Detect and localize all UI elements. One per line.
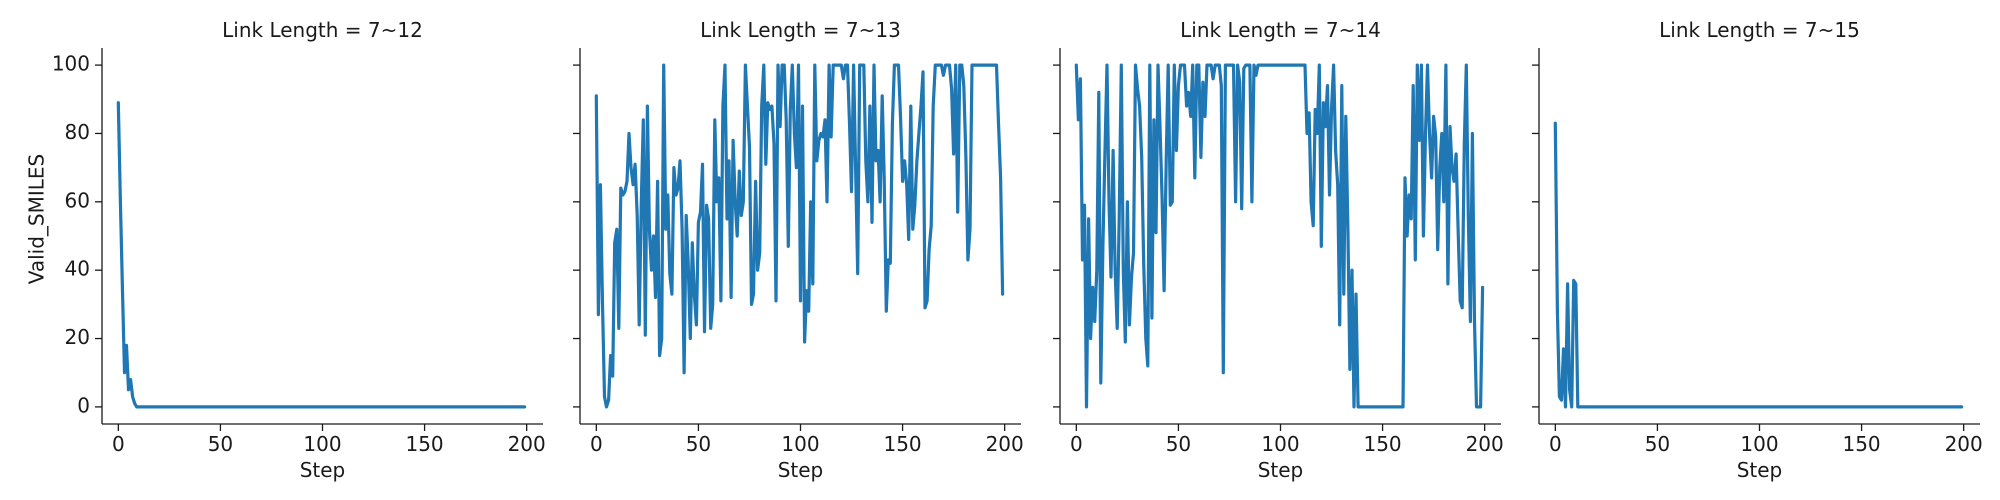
series-line: [116, 101, 527, 409]
x-tick-label: 0: [590, 432, 603, 456]
panel-title: Link Length = 7~14: [1180, 18, 1381, 42]
x-tick-label: 0: [1070, 432, 1083, 456]
x-axis-label: Step: [300, 458, 346, 482]
x-axis-label: Step: [1258, 458, 1304, 482]
series-line: [1074, 63, 1485, 409]
x-tick-label: 50: [208, 432, 233, 456]
y-tick-label: 100: [52, 52, 90, 76]
panel-title: Link Length = 7~12: [222, 18, 423, 42]
panels: Link Length = 7~12 0 20 40 60 80 100 0 50 100 150 2…: [52, 18, 1983, 482]
x-tick-label: 100: [303, 432, 341, 456]
series-line: [594, 63, 1005, 409]
y-tick-label: 40: [65, 257, 90, 281]
x-tick-label: 100: [1261, 432, 1299, 456]
x-axis-label: Step: [778, 458, 824, 482]
x-tick-label: 100: [781, 432, 819, 456]
panel-1: Link Length = 7~12 0 20 40 60 80 100 0 50 100 150 2…: [52, 18, 546, 482]
x-tick-label: 200: [1466, 432, 1504, 456]
panel-4: Link Length = 7~15 0 50 100 150 200 Step: [1532, 18, 1983, 482]
y-tick-label: 20: [65, 325, 90, 349]
series-line: [1553, 121, 1964, 409]
x-tick-label: 200: [986, 432, 1024, 456]
x-tick-label: 200: [1945, 432, 1983, 456]
x-tick-label: 150: [883, 432, 921, 456]
x-tick-label: 200: [508, 432, 546, 456]
x-tick-label: 150: [405, 432, 443, 456]
panel-3: Link Length = 7~14 0 50 100 150 200 Step: [1053, 18, 1504, 482]
x-axis-label: Step: [1737, 458, 1783, 482]
x-tick-label: 50: [1166, 432, 1191, 456]
panel-2: Link Length = 7~13 0 50 100 150 200 Step: [573, 18, 1024, 482]
x-tick-label: 50: [686, 432, 711, 456]
y-tick-label: 60: [65, 188, 90, 212]
y-tick-label: 80: [65, 120, 90, 144]
panel-title: Link Length = 7~13: [700, 18, 901, 42]
x-tick-label: 0: [112, 432, 125, 456]
x-tick-label: 150: [1363, 432, 1401, 456]
y-tick-label: 0: [77, 393, 90, 417]
x-tick-label: 0: [1549, 432, 1562, 456]
y-axis-label: Valid_SMILES: [25, 154, 49, 285]
x-tick-label: 50: [1645, 432, 1670, 456]
x-tick-label: 150: [1842, 432, 1880, 456]
x-tick-label: 100: [1740, 432, 1778, 456]
panel-title: Link Length = 7~15: [1659, 18, 1860, 42]
